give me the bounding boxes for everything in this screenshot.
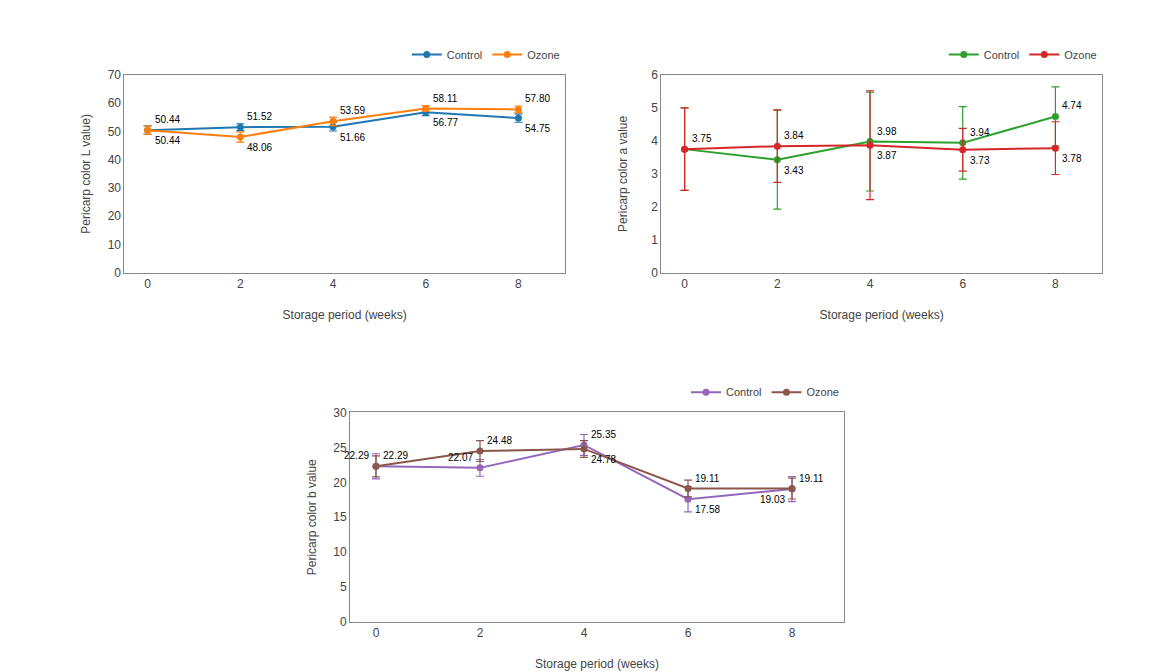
svg-text:Storage period (weeks): Storage period (weeks)	[820, 308, 944, 322]
svg-text:4: 4	[330, 277, 337, 291]
svg-text:20: 20	[333, 476, 347, 490]
svg-text:1: 1	[651, 233, 658, 247]
svg-text:3: 3	[651, 167, 658, 181]
svg-text:3.94: 3.94	[970, 127, 990, 138]
svg-text:6: 6	[959, 277, 966, 291]
svg-text:19.11: 19.11	[799, 473, 824, 484]
svg-text:Pericarp color L value): Pericarp color L value)	[79, 114, 93, 234]
svg-text:22.29: 22.29	[383, 450, 408, 461]
svg-text:6: 6	[651, 68, 658, 82]
svg-text:54.75: 54.75	[525, 123, 550, 134]
svg-text:Control: Control	[984, 49, 1019, 61]
svg-text:17.58: 17.58	[695, 504, 720, 515]
svg-text:70: 70	[108, 68, 122, 82]
svg-text:56.77: 56.77	[433, 117, 458, 128]
svg-text:30: 30	[108, 181, 122, 195]
svg-text:0: 0	[651, 266, 658, 280]
svg-text:2: 2	[651, 200, 658, 214]
svg-text:Storage period (weeks): Storage period (weeks)	[283, 308, 407, 322]
svg-text:51.52: 51.52	[247, 111, 272, 122]
svg-text:15: 15	[333, 510, 347, 524]
svg-text:50: 50	[108, 125, 122, 139]
svg-text:2: 2	[774, 277, 781, 291]
svg-text:6: 6	[422, 277, 429, 291]
svg-text:3.98: 3.98	[877, 126, 897, 137]
svg-text:58.11: 58.11	[433, 93, 458, 104]
svg-text:3.84: 3.84	[784, 130, 804, 141]
svg-text:24.48: 24.48	[487, 435, 512, 446]
svg-text:3.73: 3.73	[970, 155, 990, 166]
svg-text:4: 4	[581, 626, 588, 640]
svg-text:51.66: 51.66	[340, 132, 365, 143]
svg-text:50.44: 50.44	[155, 135, 180, 146]
svg-text:20: 20	[108, 209, 122, 223]
svg-text:19.11: 19.11	[695, 473, 720, 484]
svg-text:0: 0	[681, 277, 688, 291]
svg-text:25.35: 25.35	[591, 429, 616, 440]
svg-text:Control: Control	[447, 49, 482, 61]
svg-text:3.78: 3.78	[1062, 153, 1082, 164]
svg-text:53.59: 53.59	[340, 105, 365, 116]
svg-text:48.06: 48.06	[247, 142, 272, 153]
svg-text:Storage period (weeks): Storage period (weeks)	[535, 657, 659, 671]
svg-text:60: 60	[108, 96, 122, 110]
svg-text:40: 40	[108, 153, 122, 167]
svg-text:0: 0	[340, 615, 347, 629]
svg-text:Ozone: Ozone	[806, 386, 838, 398]
svg-text:4.74: 4.74	[1062, 100, 1082, 111]
svg-text:8: 8	[515, 277, 522, 291]
svg-text:10: 10	[108, 238, 122, 252]
svg-text:Control: Control	[726, 386, 761, 398]
svg-text:3.75: 3.75	[692, 133, 712, 144]
svg-text:50.44: 50.44	[155, 114, 180, 125]
svg-text:30: 30	[333, 406, 347, 420]
svg-text:4: 4	[867, 277, 874, 291]
svg-text:19.03: 19.03	[760, 494, 785, 505]
svg-text:2: 2	[237, 277, 244, 291]
svg-text:3.43: 3.43	[784, 165, 804, 176]
svg-text:3.87: 3.87	[877, 150, 897, 161]
svg-text:Pericarp color a value: Pericarp color a value	[616, 116, 630, 232]
svg-text:6: 6	[685, 626, 692, 640]
svg-text:25: 25	[333, 441, 347, 455]
svg-text:8: 8	[1052, 277, 1059, 291]
svg-text:22.07: 22.07	[448, 452, 473, 463]
svg-text:Ozone: Ozone	[527, 49, 559, 61]
svg-text:Ozone: Ozone	[1064, 49, 1096, 61]
svg-text:8: 8	[789, 626, 796, 640]
svg-text:4: 4	[651, 134, 658, 148]
svg-text:0: 0	[373, 626, 380, 640]
svg-text:5: 5	[651, 101, 658, 115]
svg-text:0: 0	[144, 277, 151, 291]
svg-text:2: 2	[477, 626, 484, 640]
svg-text:5: 5	[340, 580, 347, 594]
svg-text:22.29: 22.29	[344, 450, 369, 461]
svg-text:24.78: 24.78	[591, 454, 616, 465]
svg-text:10: 10	[333, 545, 347, 559]
svg-text:Pericarp color b value: Pericarp color b value	[305, 459, 319, 575]
svg-text:0: 0	[114, 266, 121, 280]
svg-text:57.80: 57.80	[525, 93, 550, 104]
